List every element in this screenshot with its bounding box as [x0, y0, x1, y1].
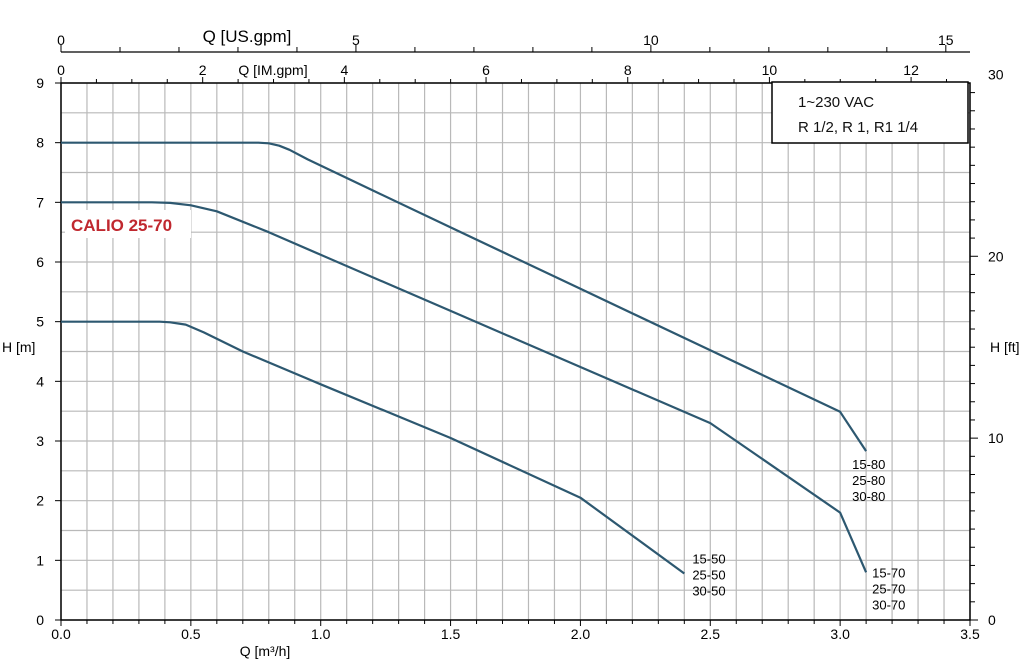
- right-tick-label: 0: [988, 612, 996, 628]
- series-curve: [61, 201, 868, 573]
- y-tick-label: 0: [36, 612, 44, 628]
- y-tick-label: 6: [36, 254, 44, 270]
- imgpm-tick-label: 2: [199, 62, 207, 78]
- x-tick-label: 2.0: [571, 626, 591, 642]
- series-curve: [61, 320, 685, 575]
- series-label: 15-80: [852, 457, 885, 472]
- series-label: 15-50: [692, 551, 725, 566]
- y-axis-title-left: H [m]: [2, 339, 35, 355]
- info-box: 1~230 VAC R 1/2, R 1, R1 1/4: [771, 81, 969, 144]
- series-label: 25-50: [692, 567, 725, 582]
- imgpm-tick-label: 4: [340, 62, 348, 78]
- imgpm-tick-label: 12: [903, 62, 919, 78]
- top-axis-title-imgpm: Q [IM.gpm]: [238, 62, 307, 78]
- axes-layer: [55, 45, 978, 626]
- imgpm-tick-label: 0: [57, 62, 65, 78]
- series-label: 30-70: [872, 597, 905, 612]
- series-layer: [61, 141, 868, 575]
- right-tick-label: 10: [988, 430, 1004, 446]
- right-tick-label: 30: [988, 66, 1004, 82]
- y-tick-label: 4: [36, 373, 44, 389]
- x-tick-label: 0.5: [181, 626, 201, 642]
- plot-frame: [60, 82, 971, 621]
- x-tick-label: 3.5: [960, 626, 980, 642]
- grid-layer: [60, 82, 971, 621]
- x-tick-label: 2.5: [701, 626, 721, 642]
- x-tick-label: 1.5: [441, 626, 461, 642]
- x-axis-title: Q [m³/h]: [240, 643, 291, 659]
- y-tick-label: 5: [36, 314, 44, 330]
- usgpm-tick-label: 15: [938, 32, 954, 48]
- series-label: 30-50: [692, 583, 725, 598]
- info-box-line-1: 1~230 VAC: [798, 94, 874, 111]
- usgpm-tick-label: 0: [57, 32, 65, 48]
- y-tick-label: 8: [36, 135, 44, 151]
- y-axis-title-right: H [ft]: [990, 339, 1020, 355]
- y-tick-label: 9: [36, 75, 44, 91]
- brand-label: CALIO 25-70: [71, 216, 172, 235]
- usgpm-tick-label: 5: [352, 32, 360, 48]
- series-curve: [61, 141, 868, 452]
- usgpm-tick-label: 10: [643, 32, 659, 48]
- x-tick-label: 1.0: [311, 626, 331, 642]
- series-label: 30-80: [852, 489, 885, 504]
- imgpm-tick-label: 10: [762, 62, 778, 78]
- y-tick-label: 7: [36, 194, 44, 210]
- info-box-line-2: R 1/2, R 1, R1 1/4: [798, 119, 918, 136]
- right-tick-label: 20: [988, 248, 1004, 264]
- series-label: 25-80: [852, 473, 885, 488]
- y-tick-label: 2: [36, 493, 44, 509]
- imgpm-tick-label: 8: [624, 62, 632, 78]
- top-axis-title-usgpm: Q [US.gpm]: [203, 27, 292, 46]
- imgpm-tick-label: 6: [482, 62, 490, 78]
- x-tick-label: 3.0: [830, 626, 850, 642]
- x-tick-label: 0.0: [51, 626, 71, 642]
- labels-layer: 0.0 0.5 1.0 1.5 2.0 2.5 3.0 3.50123456789010203…: [36, 32, 1004, 642]
- series-label: 25-70: [872, 581, 905, 596]
- series-label: 15-70: [872, 565, 905, 580]
- y-tick-label: 3: [36, 433, 44, 449]
- y-tick-label: 1: [36, 552, 44, 568]
